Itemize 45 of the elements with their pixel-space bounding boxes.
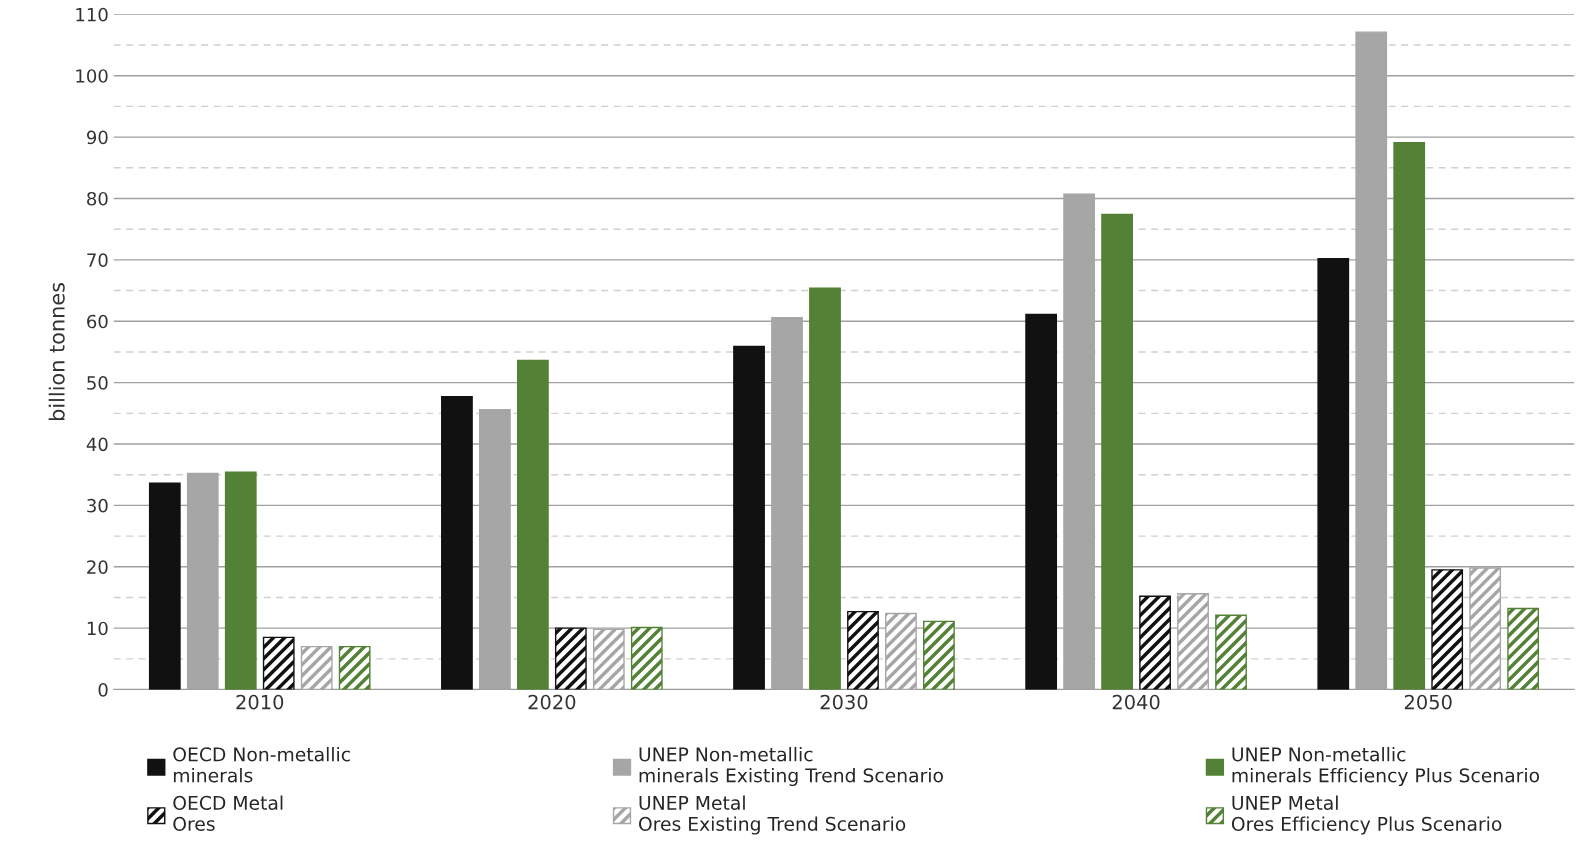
- bar: [733, 345, 765, 690]
- bar: [923, 620, 955, 690]
- y-tick-label: 90: [86, 130, 108, 145]
- legend-label: UNEP Metal Ores Efficiency Plus Scenario: [1231, 795, 1502, 835]
- legend-label: OECD Metal Ores: [173, 795, 283, 831]
- bar: [224, 471, 257, 690]
- bar: [1215, 614, 1247, 690]
- bar: [809, 287, 841, 690]
- y-tick-label: 10: [87, 621, 108, 636]
- bar: [1101, 213, 1133, 690]
- bar: [630, 626, 663, 690]
- y-tick-label: 100: [76, 69, 108, 83]
- legend-label: UNEP Metal Ores Existing Trend Scenario: [639, 795, 906, 835]
- bar: [1393, 141, 1426, 690]
- y-axis-title: billion tonnes: [48, 282, 65, 421]
- y-tick-label: 80: [87, 191, 108, 206]
- bar: [554, 627, 587, 690]
- x-tick-label: 2040: [1112, 694, 1160, 710]
- legend-label: OECD Non-metallic minerals: [173, 746, 350, 783]
- legend-label: UNEP Non-metallic minerals Efficiency Plus Scenario: [1232, 746, 1540, 787]
- y-tick-label: 70: [87, 253, 108, 267]
- y-tick-label: 50: [87, 376, 108, 390]
- bar: [262, 636, 295, 690]
- y-tick-label: 20: [87, 560, 108, 574]
- bar: [300, 645, 333, 690]
- bar: [148, 482, 181, 690]
- bar: [1025, 313, 1058, 690]
- bar: [847, 610, 879, 690]
- bar: [1431, 569, 1464, 690]
- bar: [516, 359, 549, 690]
- y-tick-label: 0: [98, 683, 108, 697]
- y-tick-label: 30: [87, 498, 108, 513]
- bar: [1507, 607, 1540, 690]
- bar: [338, 645, 371, 690]
- bar: [1139, 595, 1171, 690]
- x-tick-label: 2050: [1404, 694, 1452, 710]
- bar: [1317, 257, 1350, 690]
- x-tick-label: 2010: [236, 694, 284, 710]
- y-tick-label: 60: [87, 314, 108, 329]
- x-tick-label: 2020: [528, 694, 576, 710]
- y-tick-label: 110: [76, 7, 108, 22]
- y-tick-label: 40: [86, 437, 108, 452]
- x-tick-label: 2030: [820, 694, 868, 710]
- bar: [441, 396, 473, 690]
- legend-label: UNEP Non-metallic minerals Existing Trend Scenario: [639, 746, 943, 787]
